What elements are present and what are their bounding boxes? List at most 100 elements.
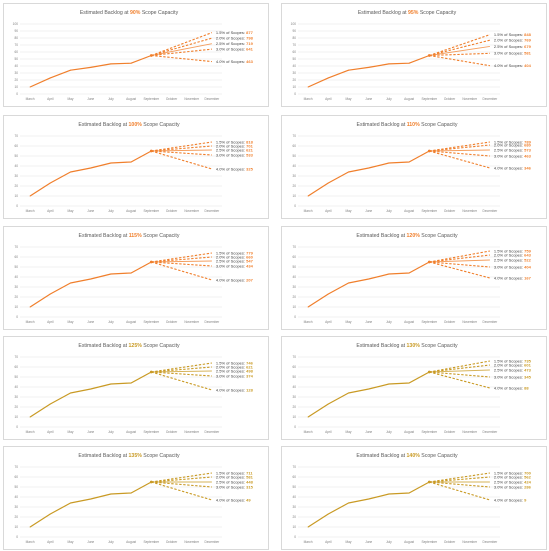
- history-line: [29, 371, 152, 418]
- x-tick-label: May: [345, 209, 351, 213]
- projection-label: 1.5% of Scopes: 789: [494, 139, 532, 144]
- projection-line: [151, 472, 212, 483]
- x-tick-label: May: [67, 430, 73, 434]
- x-tick-label: May: [67, 97, 73, 101]
- history-point: [368, 167, 370, 169]
- x-tick-label: March: [26, 430, 35, 434]
- x-tick-label: July: [108, 209, 114, 213]
- y-tick-label: 50: [14, 154, 18, 158]
- y-tick-label: 50: [14, 57, 18, 61]
- chart-panel: Estimated Backlog at 90% Scope Capacity 0…: [3, 3, 269, 107]
- projection-line: [151, 481, 212, 488]
- x-tick-label: April: [325, 320, 332, 324]
- history-point: [348, 392, 349, 394]
- projection-line: [429, 371, 491, 389]
- x-tick-label: September: [422, 320, 439, 324]
- y-tick-label: 60: [14, 475, 18, 479]
- history-point: [408, 62, 410, 64]
- projection-line: [429, 149, 490, 152]
- projection-line: [429, 481, 490, 488]
- x-tick-label: April: [47, 540, 54, 544]
- history-point: [368, 498, 370, 500]
- projection-label: 4.0% of Scopes: 49: [216, 497, 251, 502]
- x-tick-label: August: [404, 430, 414, 434]
- history-point: [348, 282, 349, 284]
- chart-svg: Estimated Backlog at 115% Scope Capacity…: [14, 233, 253, 324]
- history-point: [327, 403, 329, 405]
- x-tick-label: June: [365, 430, 372, 434]
- x-tick-label: November: [184, 430, 200, 434]
- x-tick-label: July: [386, 430, 392, 434]
- y-tick-label: 50: [292, 485, 296, 489]
- y-tick-label: 70: [292, 43, 296, 47]
- projection-line: [429, 369, 490, 373]
- y-tick-label: 10: [14, 525, 18, 529]
- projection-label: 2.5% of Scopes: 522: [494, 257, 532, 262]
- y-tick-label: 0: [294, 535, 296, 539]
- projection-label: 2.0% of Scopes: 701: [216, 143, 254, 148]
- projection-label: 1.5% of Scopes: 848: [494, 32, 532, 37]
- x-tick-label: August: [404, 97, 414, 101]
- y-tick-label: 60: [292, 50, 296, 54]
- y-tick-label: 10: [292, 415, 296, 419]
- history-line: [29, 481, 152, 528]
- x-tick-label: September: [144, 430, 161, 434]
- x-tick-label: August: [126, 320, 136, 324]
- projection-line: [429, 34, 491, 57]
- chart-svg: Estimated Backlog at 130% Scope Capacity…: [292, 343, 531, 434]
- projection-label: 3.0% of Scopes: 533: [216, 152, 254, 157]
- projection-line: [151, 362, 212, 373]
- chart-title: Estimated Backlog at 140% Scope Capacity: [356, 453, 458, 459]
- chart-svg: Estimated Backlog at 120% Scope Capacity…: [292, 233, 532, 324]
- projection-line: [429, 481, 491, 501]
- x-tick-label: December: [483, 320, 499, 324]
- history-point: [327, 293, 329, 295]
- projection-line: [151, 145, 212, 152]
- projection-label: 2.0% of Scopes: 769: [494, 37, 532, 42]
- x-tick-label: May: [345, 97, 351, 101]
- x-tick-label: December: [205, 209, 221, 213]
- history-point: [90, 278, 92, 280]
- projection-label: 2.5% of Scopes: 424: [494, 479, 532, 484]
- history-line: [307, 481, 430, 528]
- x-tick-label: March: [26, 97, 35, 101]
- chart-panel: Estimated Backlog at 130% Scope Capacity…: [281, 336, 547, 440]
- chart-panel: Estimated Backlog at 125% Scope Capacity…: [3, 336, 269, 440]
- y-tick-label: 50: [14, 485, 18, 489]
- x-tick-label: April: [325, 430, 332, 434]
- history-point: [408, 382, 410, 384]
- history-point: [49, 403, 51, 405]
- projection-line: [151, 48, 212, 57]
- y-tick-label: 30: [14, 71, 18, 75]
- projection-line: [429, 52, 490, 57]
- y-tick-label: 40: [14, 164, 18, 168]
- history-point: [49, 182, 51, 184]
- history-line: [307, 150, 430, 197]
- y-tick-label: 20: [14, 295, 18, 299]
- x-tick-label: April: [325, 209, 332, 213]
- history-point: [130, 272, 132, 274]
- projection-label: 2.0% of Scopes: 621: [216, 364, 254, 369]
- y-tick-label: 70: [14, 43, 18, 47]
- x-tick-label: May: [67, 540, 73, 544]
- x-tick-label: June: [87, 320, 94, 324]
- y-tick-label: 20: [292, 295, 296, 299]
- x-tick-label: July: [386, 540, 392, 544]
- y-tick-label: 0: [294, 425, 296, 429]
- projection-line: [429, 144, 490, 152]
- history-point: [90, 167, 92, 169]
- x-tick-label: October: [444, 97, 456, 101]
- history-point: [49, 293, 51, 295]
- y-tick-label: 40: [14, 275, 18, 279]
- x-tick-label: September: [422, 209, 439, 213]
- history-line: [29, 261, 152, 308]
- y-tick-label: 0: [16, 204, 18, 208]
- projection-line: [151, 261, 212, 267]
- history-point: [408, 161, 410, 163]
- y-tick-label: 60: [292, 255, 296, 259]
- projection-label: 1.5% of Scopes: 759: [494, 248, 532, 253]
- x-tick-label: December: [483, 430, 499, 434]
- x-tick-label: May: [345, 540, 351, 544]
- projection-label: 2.0% of Scopes: 643: [494, 252, 532, 257]
